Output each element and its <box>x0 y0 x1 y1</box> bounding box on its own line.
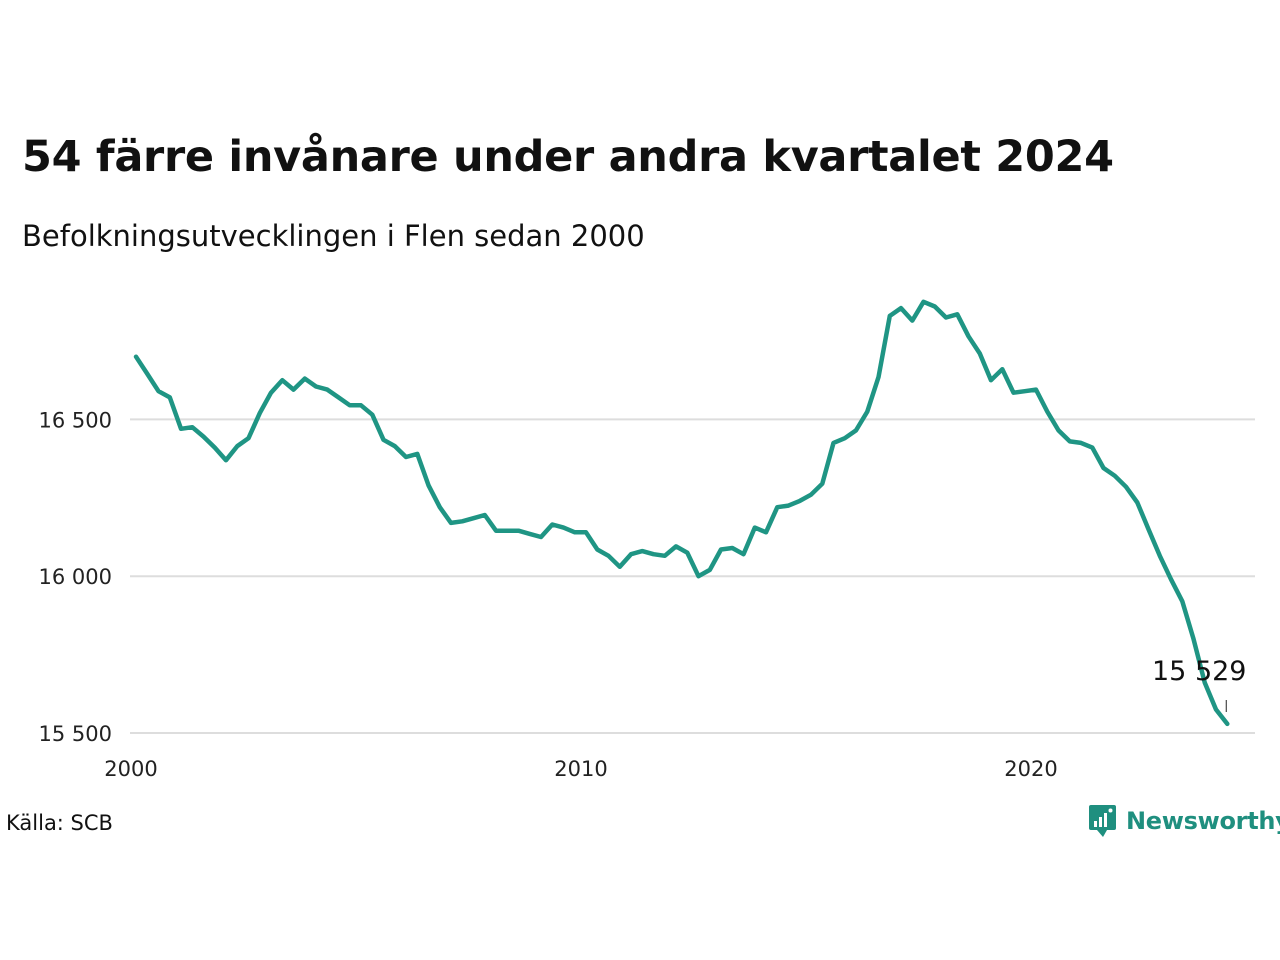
x-tick-label: 2010 <box>554 757 607 781</box>
series-line <box>133 299 1230 727</box>
y-tick-label: 15 500 <box>39 722 112 746</box>
chart-speech-bubble-icon <box>1089 805 1116 837</box>
source-note: Källa: SCB <box>6 811 113 835</box>
chart-title: 54 färre invånare under andra kvartalet … <box>22 132 1114 182</box>
y-tick-label: 16 000 <box>39 565 112 589</box>
annotation-label: 15 529 <box>1152 656 1246 687</box>
y-axis-ticks: 15 500 16 000 16 500 <box>39 408 112 746</box>
chart-subtitle: Befolkningsutvecklingen i Flen sedan 200… <box>22 219 645 253</box>
gridlines <box>130 418 1255 734</box>
x-axis-ticks: 2000 2010 2020 <box>104 757 1057 781</box>
brand-name: Newsworthy <box>1126 807 1280 835</box>
y-tick-label: 16 500 <box>39 408 112 432</box>
x-tick-label: 2000 <box>104 757 157 781</box>
x-tick-label: 2020 <box>1004 757 1057 781</box>
brand-logo: Newsworthy <box>1088 804 1280 838</box>
annotations: 15 529 <box>1152 656 1246 712</box>
series-lines <box>133 299 1230 727</box>
